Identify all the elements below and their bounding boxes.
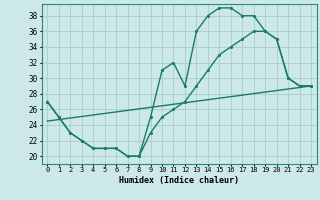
X-axis label: Humidex (Indice chaleur): Humidex (Indice chaleur) (119, 176, 239, 185)
